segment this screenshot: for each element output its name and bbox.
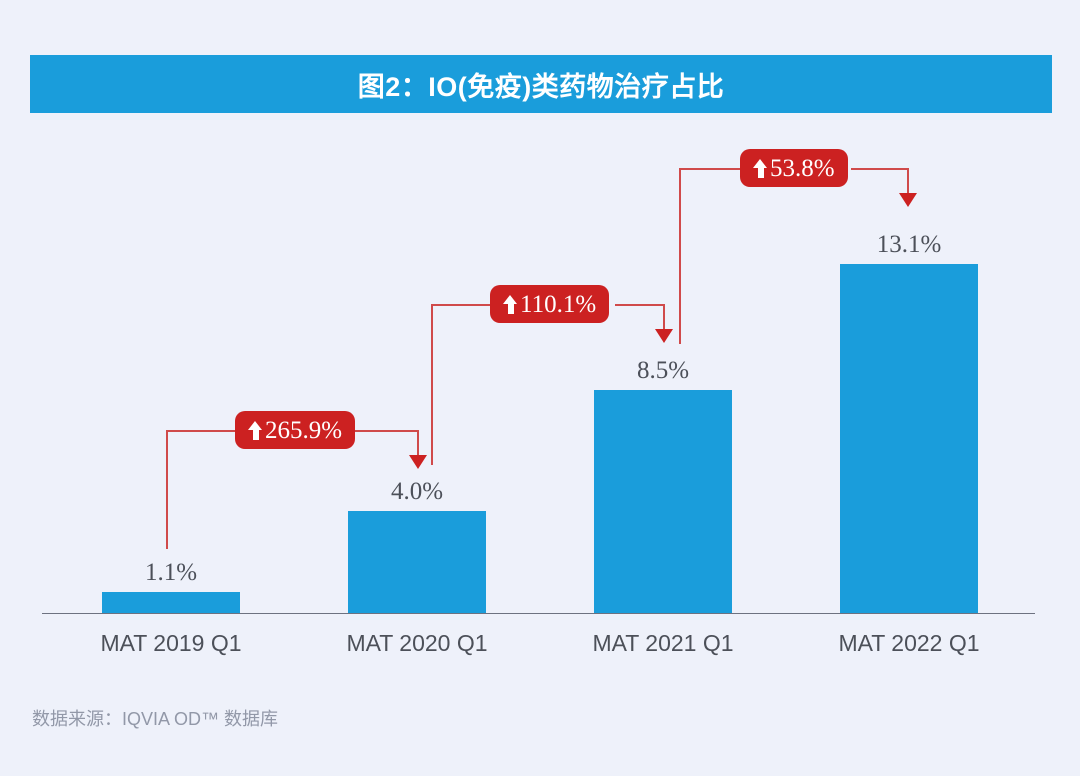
- growth-connector-1-left-arm: [166, 430, 256, 432]
- growth-connector-1-right-arm: [352, 430, 418, 432]
- growth-badge-3[interactable]: 53.8%: [740, 149, 848, 187]
- bar-value-label: 4.0%: [390, 478, 444, 505]
- arrow-up-icon: [503, 294, 518, 314]
- growth-badge-1[interactable]: 265.9%: [235, 411, 356, 449]
- plot-area: 1.1% 4.0% 8.5% 13.1% MAT 2019 Q1 MAT 202…: [0, 113, 1080, 673]
- page-title: 图2：IO(免疫)类药物治疗占比: [357, 71, 725, 102]
- x-tick-label-mat-2021-q1: MAT 2021 Q1: [592, 630, 734, 656]
- growth-connector-1-left-stem: [166, 430, 168, 549]
- bar-mat-2020-q1[interactable]: [348, 511, 486, 613]
- growth-connector-3-right-stem: [907, 168, 909, 196]
- x-axis-line: [42, 613, 1035, 614]
- arrow-up-icon: [753, 158, 768, 178]
- growth-badge-1-label: 265.9%: [265, 416, 343, 444]
- growth-connector-2-right-stem: [663, 304, 665, 332]
- bar-value-label: 1.1%: [144, 559, 198, 586]
- x-tick-label-mat-2020-q1: MAT 2020 Q1: [346, 630, 488, 656]
- growth-connector-3-right-arm: [851, 168, 908, 170]
- x-tick-label-mat-2022-q1: MAT 2022 Q1: [838, 630, 980, 656]
- growth-connector-2-right-arm: [615, 304, 664, 306]
- growth-connector-2-left-stem: [431, 304, 433, 465]
- chart-title-banner: 图2：IO(免疫)类药物治疗占比: [30, 55, 1052, 113]
- arrow-up-icon: [248, 420, 263, 440]
- source-note: 数据来源：IQVIA OD™ 数据库: [32, 709, 279, 729]
- growth-connector-1-arrowhead: [409, 455, 427, 469]
- growth-badge-2-label: 110.1%: [520, 290, 597, 318]
- growth-connector-2-left-arm: [431, 304, 491, 306]
- bar-value-label: 13.1%: [876, 231, 942, 258]
- bar-mat-2021-q1[interactable]: [594, 390, 732, 613]
- growth-connector-3-left-arm: [679, 168, 741, 170]
- bar-mat-2022-q1[interactable]: [840, 264, 978, 613]
- x-tick-label-mat-2019-q1: MAT 2019 Q1: [100, 630, 242, 656]
- growth-badge-2[interactable]: 110.1%: [490, 285, 610, 323]
- growth-connector-3-arrowhead: [899, 193, 917, 207]
- growth-connector-3-left-stem: [679, 168, 681, 344]
- growth-connector-1-right-stem: [417, 430, 419, 458]
- bar-mat-2019-q1[interactable]: [102, 592, 240, 613]
- growth-connector-2-arrowhead: [655, 329, 673, 343]
- bar-value-label: 8.5%: [636, 357, 690, 384]
- growth-badge-3-label: 53.8%: [770, 154, 835, 182]
